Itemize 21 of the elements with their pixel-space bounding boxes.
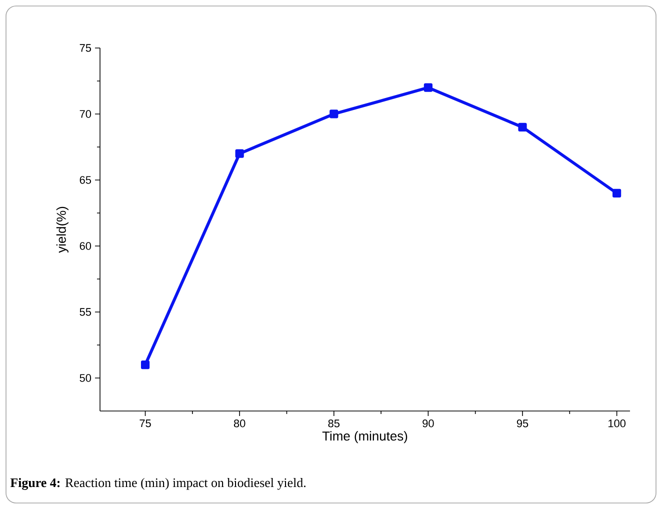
y-tick-label: 70 — [80, 110, 92, 118]
point — [612, 188, 622, 198]
point — [518, 122, 527, 132]
y-tick-label: 50 — [80, 374, 92, 382]
y-tick-label: 60 — [80, 242, 92, 250]
x-tick-label: 75 — [140, 420, 151, 428]
x-tick-label: 90 — [422, 420, 434, 428]
text: Figure 4: Reaction time (min) impact on biodiesel yield. — [10, 478, 306, 490]
y-tick-label: 75 — [80, 44, 92, 52]
point — [235, 149, 244, 158]
x-tick-label: 100 — [608, 420, 626, 428]
point — [140, 360, 150, 370]
y-tick-label: 55 — [80, 308, 92, 316]
point — [330, 110, 338, 118]
y-axis-title: yield(%) — [56, 206, 68, 253]
x-axis-title: Time (minutes) — [322, 431, 408, 444]
x-tick-label: 80 — [234, 420, 246, 428]
x-tick-label: 95 — [516, 420, 528, 428]
x-tick-label: 85 — [328, 420, 340, 428]
y-tick-label: 65 — [80, 176, 92, 184]
point — [424, 83, 432, 92]
